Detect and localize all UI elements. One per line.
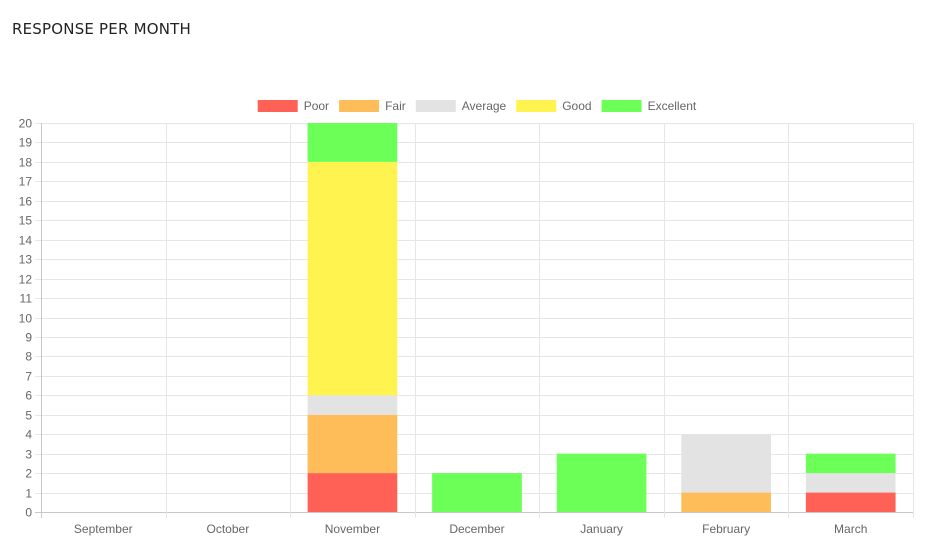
page-title: RESPONSE PER MONTH xyxy=(12,20,191,38)
y-tick-label: 12 xyxy=(19,273,33,287)
legend-label-excellent[interactable]: Excellent xyxy=(648,99,697,113)
y-tick-label: 1 xyxy=(25,487,32,501)
y-tick-label: 13 xyxy=(19,253,33,267)
x-tick-label: March xyxy=(834,522,867,536)
legend-swatch-average[interactable] xyxy=(415,100,456,112)
bar-poor-november[interactable] xyxy=(307,473,398,512)
y-tick-label: 14 xyxy=(19,234,33,248)
y-tick-label: 3 xyxy=(25,448,32,462)
y-tick-label: 15 xyxy=(19,214,33,228)
y-tick-label: 16 xyxy=(19,195,33,209)
legend-swatch-poor[interactable] xyxy=(257,100,298,112)
chart-legend: Poor Fair Average Good Excellent xyxy=(257,99,697,113)
x-tick-label: September xyxy=(74,522,133,536)
legend-label-average[interactable]: Average xyxy=(462,99,507,113)
bar-poor-march[interactable] xyxy=(805,492,896,512)
y-tick-label: 10 xyxy=(19,312,33,326)
bar-excellent-march[interactable] xyxy=(805,453,896,474)
y-tick-label: 9 xyxy=(25,331,32,345)
y-tick-label: 8 xyxy=(25,350,32,364)
chart-axes: 01234567891011121314151617181920Septembe… xyxy=(19,117,868,537)
chart-grid xyxy=(35,123,914,518)
x-tick-label: January xyxy=(580,522,623,536)
bar-average-february[interactable] xyxy=(681,434,771,493)
bar-excellent-january[interactable] xyxy=(556,453,647,512)
x-tick-label: December xyxy=(449,522,504,536)
bar-fair-november[interactable] xyxy=(307,414,398,474)
legend-label-poor[interactable]: Poor xyxy=(304,99,329,113)
y-tick-label: 5 xyxy=(25,409,32,423)
legend-swatch-fair[interactable] xyxy=(339,100,380,112)
bar-average-march[interactable] xyxy=(805,473,896,493)
bar-fair-february[interactable] xyxy=(681,492,771,512)
legend-swatch-excellent[interactable] xyxy=(601,100,642,112)
y-tick-label: 2 xyxy=(25,467,32,481)
y-tick-label: 6 xyxy=(25,389,32,403)
bar-average-november[interactable] xyxy=(307,395,398,415)
y-tick-label: 7 xyxy=(25,370,32,384)
bar-excellent-december[interactable] xyxy=(432,473,522,512)
x-tick-label: October xyxy=(207,522,250,536)
y-tick-label: 4 xyxy=(25,428,32,442)
y-tick-label: 20 xyxy=(19,117,33,131)
legend-label-good[interactable]: Good xyxy=(562,99,591,113)
y-tick-label: 0 xyxy=(25,506,32,520)
x-tick-label: February xyxy=(702,522,750,536)
x-tick-label: November xyxy=(325,522,380,536)
legend-label-fair[interactable]: Fair xyxy=(385,99,406,113)
bar-good-november[interactable] xyxy=(307,161,398,396)
y-tick-label: 11 xyxy=(20,292,33,306)
y-tick-label: 19 xyxy=(19,136,33,150)
bar-excellent-november[interactable] xyxy=(307,123,398,162)
y-tick-label: 18 xyxy=(19,156,33,170)
chart-bars xyxy=(307,123,896,512)
legend-swatch-good[interactable] xyxy=(516,100,557,112)
y-tick-label: 17 xyxy=(19,175,33,189)
